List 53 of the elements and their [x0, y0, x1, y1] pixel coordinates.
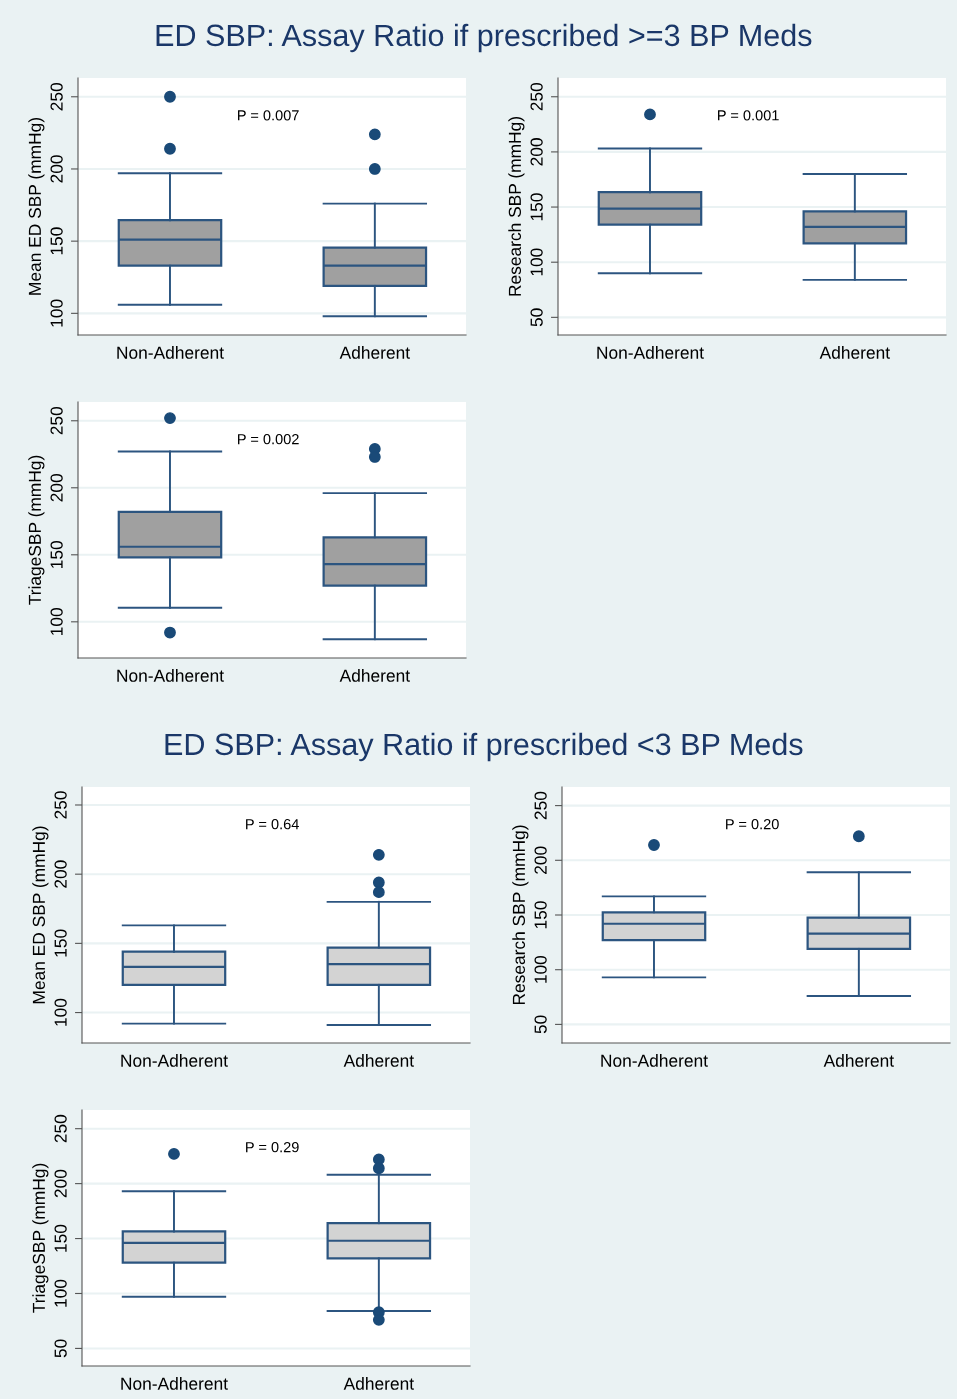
- annotation: P = 0.002: [238, 433, 299, 445]
- y-tick-label: 250: [50, 406, 63, 435]
- y-tick-label: 100: [530, 248, 543, 276]
- y-axis-title: Research SBP (mmHg): [512, 825, 529, 1005]
- y-axis-title: TriageSBP (mmHg): [28, 455, 45, 605]
- y-tick-label: 150: [534, 901, 547, 929]
- x-tick-label: Non-Adherent: [117, 346, 224, 359]
- y-tick-label: 150: [50, 227, 63, 255]
- x-tick-label: Adherent: [339, 346, 410, 359]
- x-tick-label: Adherent: [343, 1377, 414, 1390]
- y-tick-label: 250: [50, 82, 63, 111]
- x-tick-label: Adherent: [823, 1054, 894, 1067]
- y-axis-title: Mean ED SBP (mmHg): [32, 826, 49, 1004]
- y-tick-label: 150: [54, 1224, 67, 1252]
- y-tick-label: 250: [530, 82, 543, 111]
- x-tick-label: Adherent: [343, 1054, 414, 1067]
- x-tick-label: Non-Adherent: [597, 346, 704, 359]
- x-tick-label: Non-Adherent: [121, 1054, 228, 1067]
- y-tick-label: 250: [54, 791, 67, 819]
- y-tick-label: 100: [54, 998, 67, 1026]
- y-tick-label: 100: [54, 1279, 67, 1307]
- annotation: P = 0.64: [246, 818, 299, 830]
- x-tick-label: Non-Adherent: [601, 1054, 708, 1067]
- y-axis-title: TriageSBP (mmHg): [32, 1163, 49, 1313]
- x-tick-label: Non-Adherent: [117, 669, 224, 682]
- y-tick-label: 200: [54, 1169, 67, 1198]
- y-tick-label: 100: [50, 608, 63, 635]
- y-tick-label: 50: [534, 1015, 547, 1034]
- y-tick-label: 50: [530, 308, 543, 327]
- y-tick-label: 150: [50, 540, 63, 568]
- y-tick-label: 200: [534, 846, 547, 874]
- annotation: P = 0.001: [718, 110, 779, 121]
- annotation: P = 0.20: [726, 818, 779, 830]
- y-tick-label: 100: [534, 955, 547, 983]
- y-tick-label: 200: [530, 138, 543, 166]
- chart-title: ED SBP: Assay Ratio if prescribed >=3 BP Meds: [156, 23, 812, 53]
- y-tick-label: 200: [50, 155, 63, 183]
- y-tick-label: 250: [54, 1114, 67, 1143]
- annotation: P = 0.29: [246, 1141, 299, 1153]
- x-tick-label: Adherent: [339, 669, 410, 682]
- x-tick-label: Non-Adherent: [121, 1377, 228, 1390]
- y-tick-label: 200: [54, 860, 67, 888]
- y-tick-label: 150: [54, 929, 67, 957]
- x-tick-label: Adherent: [819, 346, 890, 359]
- y-tick-label: 150: [530, 193, 543, 221]
- y-tick-label: 100: [50, 299, 63, 327]
- annotation: P = 0.007: [238, 110, 299, 121]
- y-tick-label: 250: [534, 791, 547, 820]
- y-axis-title: Research SBP (mmHg): [508, 117, 525, 296]
- y-axis-title: Mean ED SBP (mmHg): [28, 118, 45, 295]
- y-tick-label: 50: [54, 1339, 67, 1358]
- chart-title: ED SBP: Assay Ratio if prescribed <3 BP Meds: [165, 732, 803, 762]
- y-tick-label: 200: [50, 473, 63, 502]
